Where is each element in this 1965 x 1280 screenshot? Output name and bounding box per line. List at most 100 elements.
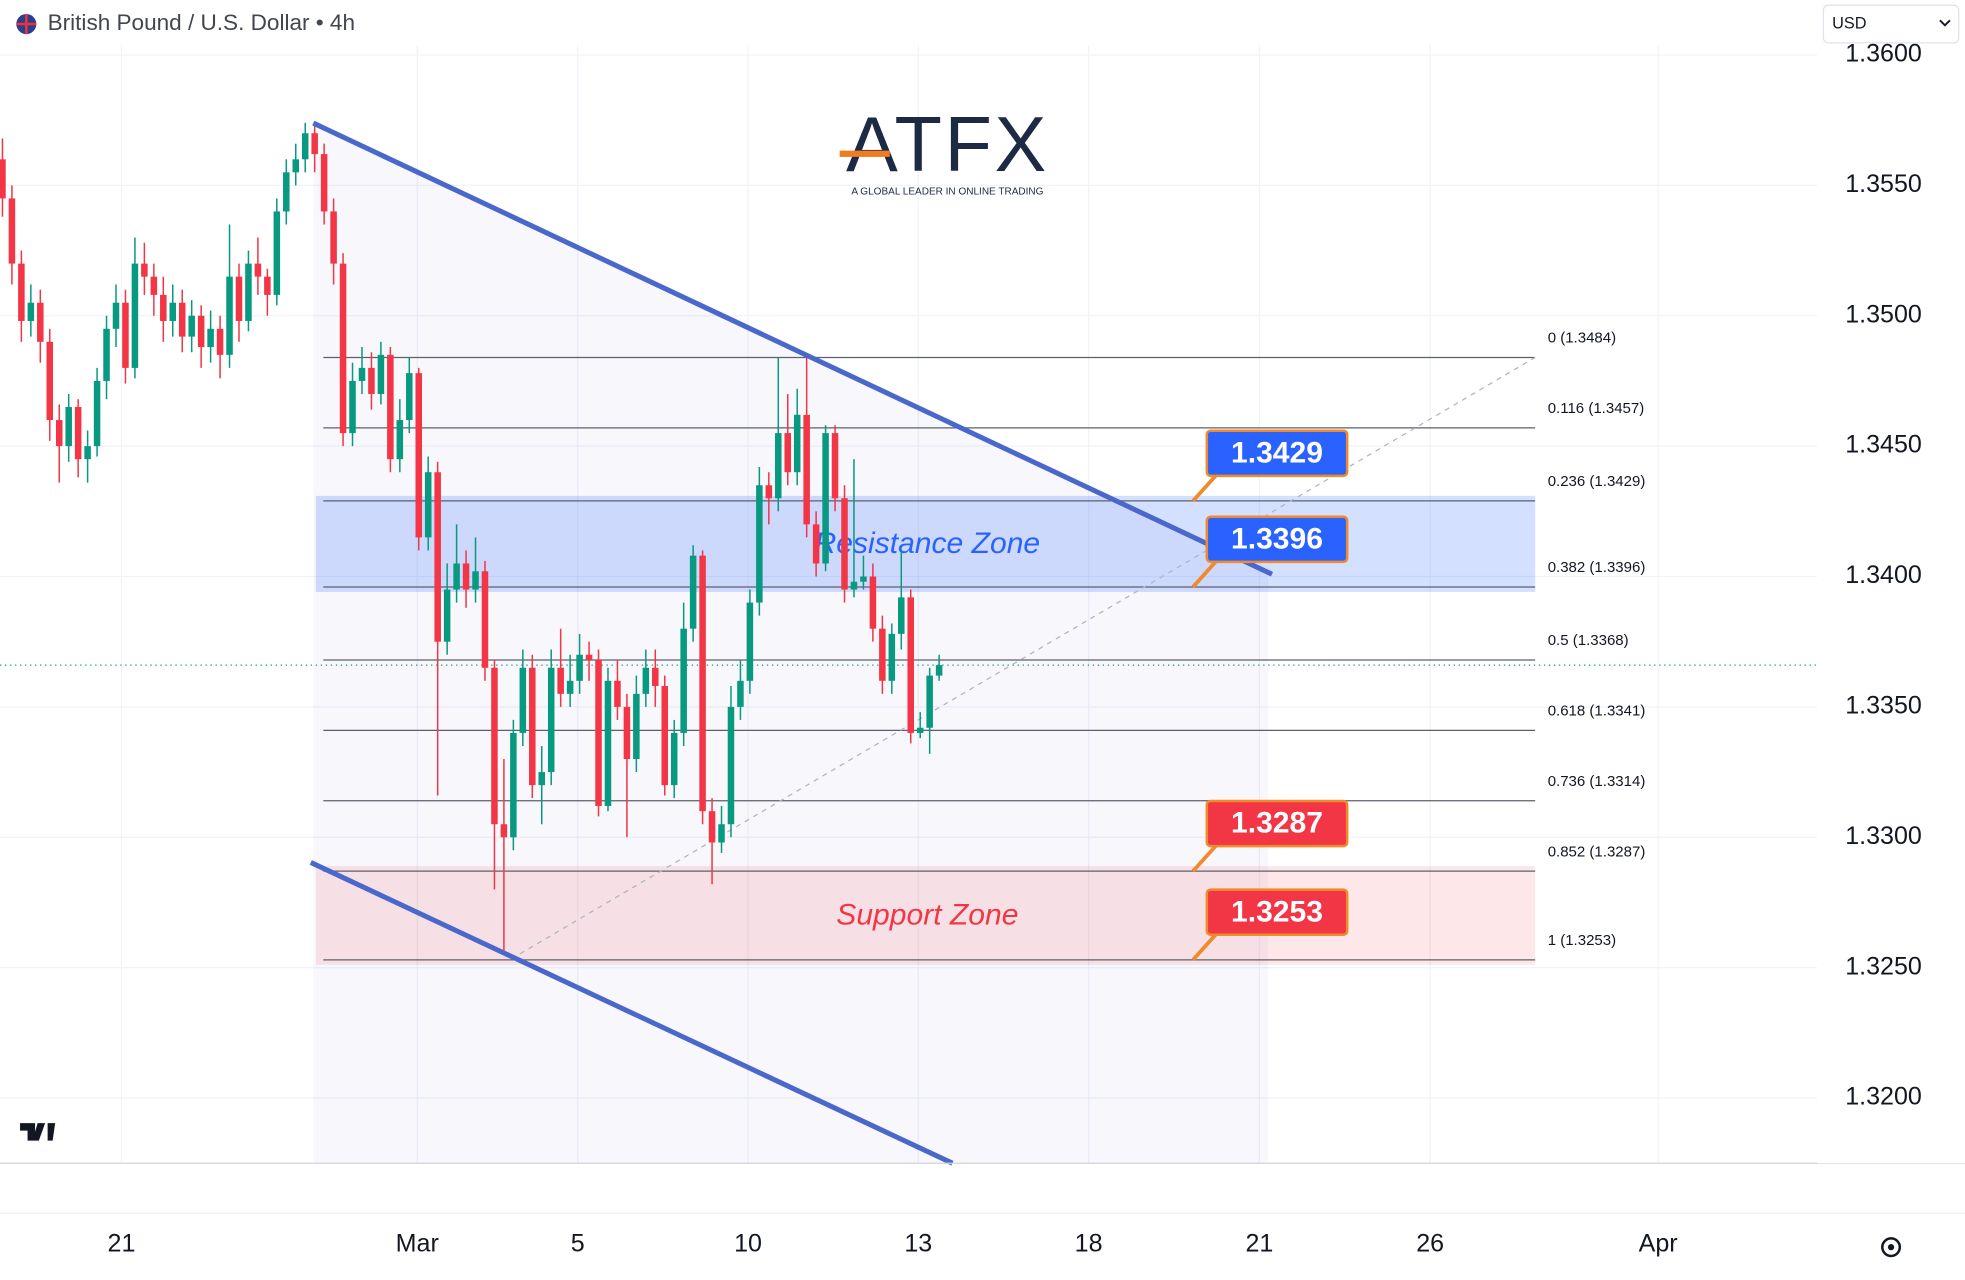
- candle-body: [131, 263, 139, 368]
- candle-body: [273, 211, 281, 295]
- x-tick-label: 18: [1075, 1229, 1103, 1257]
- candle-body: [93, 380, 101, 447]
- candle-body: [178, 302, 186, 337]
- candle-body: [37, 302, 44, 342]
- x-tick-label: Mar: [396, 1229, 439, 1257]
- candle-body: [46, 341, 54, 421]
- candle-body: [481, 571, 489, 668]
- zone-label: Support Zone: [836, 899, 1018, 932]
- candle-body: [916, 727, 924, 733]
- price-axis-bg: [1817, 45, 1965, 1164]
- y-tick-label: 1.3600: [1845, 40, 1922, 68]
- candle-body: [311, 133, 318, 155]
- price-badge: [1205, 799, 1349, 848]
- x-tick-label: 21: [1245, 1229, 1273, 1257]
- channel-upper: [312, 120, 1274, 577]
- candle-body: [197, 315, 205, 348]
- candle-body: [538, 772, 546, 786]
- candle-body: [150, 276, 158, 295]
- price-badge-label: 1.3253: [1231, 895, 1323, 928]
- flag-cross: [16, 14, 37, 35]
- price-badge-label: 1.3429: [1231, 436, 1323, 469]
- candle-body: [623, 706, 631, 760]
- currency-select[interactable]: [1822, 4, 1960, 44]
- tradingview-logo: [20, 1123, 56, 1141]
- candle-body: [708, 811, 716, 843]
- y-tick-label: 1.3300: [1845, 822, 1922, 850]
- axis-layer: 1.3600 1.3550 1.3500 1.3450 1.3400 1.3350 1.33…: [108, 40, 1922, 1258]
- candle-body: [301, 133, 309, 160]
- candle-body: [680, 628, 687, 733]
- candle-layer: [0, 122, 943, 952]
- candle-body: [642, 667, 650, 694]
- candle-body: [358, 367, 366, 381]
- price-badge-label: 1.3287: [1231, 807, 1323, 840]
- candle-body: [633, 693, 640, 760]
- candle-body: [387, 354, 394, 460]
- candle-body: [670, 732, 678, 786]
- fib-label: 1 (1.3253): [1548, 932, 1616, 949]
- candle-body: [879, 628, 886, 681]
- fib-label: 0.852 (1.3287): [1548, 843, 1646, 860]
- candle-body: [699, 555, 706, 812]
- candle-body: [472, 571, 479, 590]
- candle-body: [406, 373, 413, 421]
- price-badge: [1205, 888, 1349, 937]
- logo-tagline: A GLOBAL LEADER IN ONLINE TRADING: [851, 187, 1043, 198]
- candle-body: [765, 485, 773, 499]
- fib-layer: 0 (1.3484) 0.116 (1.3457) 0.236 (1.3429) 0.…: [0, 330, 1818, 961]
- candle-body: [453, 563, 460, 590]
- grid-layer: [0, 45, 1818, 1164]
- candle-body: [169, 302, 177, 321]
- candle-body: [491, 667, 498, 825]
- badge-pointer: [1191, 933, 1217, 962]
- candle-body: [462, 563, 470, 590]
- candle-body: [235, 276, 243, 321]
- badge-layer: 1.3429 1.3396 1.3287 1.3253: [1191, 429, 1349, 962]
- candle-body: [557, 667, 564, 694]
- price-badge: [1205, 515, 1349, 564]
- candle-body: [65, 407, 72, 447]
- candle-body: [415, 373, 423, 538]
- candle-body: [585, 654, 593, 660]
- candle-body: [8, 198, 16, 264]
- fib-label: 0.5 (1.3368): [1548, 632, 1629, 649]
- y-tick-label: 1.3450: [1845, 431, 1922, 459]
- y-tick-label: 1.3400: [1845, 561, 1922, 589]
- candle-body: [907, 597, 914, 733]
- candle-body: [822, 433, 829, 564]
- x-tick-label: 21: [108, 1229, 136, 1257]
- badge-pointer: [1191, 560, 1217, 589]
- price-badge-label: 1.3396: [1231, 523, 1323, 556]
- y-tick-label: 1.3550: [1845, 170, 1922, 198]
- settings-icon[interactable]: [1881, 1237, 1902, 1258]
- y-tick-label: 1.3500: [1845, 300, 1922, 328]
- candle-body: [595, 659, 602, 806]
- candle-body: [122, 302, 129, 368]
- candle-body: [160, 294, 167, 321]
- fib-label: 0.236 (1.3429): [1548, 473, 1646, 490]
- candle-body: [869, 576, 877, 629]
- symbol-title: British Pound / U.S. Dollar • 4h: [48, 10, 355, 35]
- channel-lower: [309, 860, 954, 1166]
- y-tick-label: 1.3350: [1845, 692, 1922, 720]
- candle-body: [831, 433, 839, 499]
- candle-body: [500, 824, 508, 838]
- badge-pointer: [1191, 844, 1217, 873]
- candle-body: [424, 472, 432, 538]
- candle-body: [377, 354, 385, 394]
- currency-label: USD: [1832, 14, 1866, 32]
- candle-body: [784, 433, 792, 473]
- candle-body: [320, 154, 328, 212]
- candle-body: [103, 328, 110, 381]
- candle-body: [529, 667, 536, 786]
- candle-body: [510, 732, 517, 838]
- candle-body: [661, 686, 669, 786]
- candle-body: [0, 159, 6, 199]
- candle-body: [443, 589, 451, 642]
- candle-body: [339, 263, 347, 434]
- candle-body: [18, 263, 25, 321]
- x-tick-label: Apr: [1639, 1229, 1678, 1257]
- settings-icon-core: [1887, 1244, 1895, 1251]
